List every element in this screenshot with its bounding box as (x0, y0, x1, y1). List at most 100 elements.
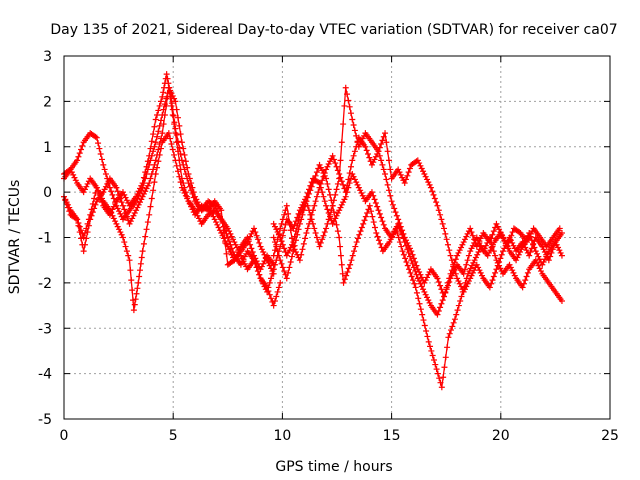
point-track-d-19-1 (186, 200, 193, 207)
point-track-h-13-3 (359, 135, 366, 142)
point-track-g-30-1 (466, 268, 473, 275)
point-track-e-22-0 (414, 275, 421, 282)
point-track-b-11-4 (138, 187, 145, 194)
point-track-g-12-4 (352, 243, 359, 250)
point-track-g-18-3 (390, 230, 397, 237)
point-track-f-33-2 (489, 277, 496, 284)
point-track-d-14-3 (156, 141, 163, 148)
point-track-f-34-0 (493, 266, 500, 273)
point-track-d-12-4 (144, 182, 151, 189)
point-track-g-33-1 (486, 249, 493, 256)
point-track-f-35-0 (499, 248, 506, 255)
point-track-f-11-2 (345, 176, 352, 183)
point-track-a-14-2 (155, 107, 162, 114)
point-track-f-5-1 (304, 225, 311, 232)
point-track-c-11-1 (131, 301, 138, 308)
point-track-h-8-0 (323, 225, 330, 232)
point-track-e-36-2 (509, 267, 516, 274)
point-track-g-29-0 (458, 293, 465, 300)
point-track-h-20-1 (403, 237, 410, 244)
point-track-h-39-3 (530, 240, 537, 247)
point-track-c-14-3 (150, 187, 157, 194)
chart-title: Day 135 of 2021, Sidereal Day-to-day VTE… (50, 22, 617, 38)
point-track-f-27-1 (448, 257, 455, 264)
point-track-h-22-2 (417, 271, 424, 278)
point-track-a-9-4 (125, 200, 132, 207)
point-track-d-10-3 (130, 212, 137, 219)
point-track-g-15-4 (372, 224, 379, 231)
series-track-c (61, 130, 277, 314)
point-track-g-37-4 (516, 229, 523, 236)
point-track-g-29-1 (459, 288, 466, 295)
series-track-b (61, 84, 284, 309)
point-track-f-39-0 (526, 252, 533, 259)
point-track-c-13-1 (140, 240, 147, 247)
point-track-e-25-1 (435, 308, 442, 315)
point-track-e-22-2 (417, 280, 424, 287)
point-track-d-11-2 (135, 201, 142, 208)
point-track-h-5-1 (304, 202, 311, 209)
point-track-f-34-3 (497, 255, 504, 262)
point-track-g-28-0 (451, 316, 458, 323)
point-track-g-6-4 (315, 165, 322, 172)
point-track-g-30-3 (468, 262, 475, 269)
point-track-g-1-0 (277, 257, 284, 264)
point-track-e-13-3 (359, 192, 366, 199)
point-track-g-19-3 (396, 239, 403, 246)
point-track-f-8-4 (328, 155, 335, 162)
point-track-e-32-2 (482, 242, 489, 249)
point-track-f-16-3 (379, 137, 386, 144)
point-track-f-22-2 (417, 162, 424, 169)
point-track-b-12-4 (144, 166, 151, 173)
point-track-d-8-4 (118, 199, 125, 206)
point-track-h-17-2 (384, 181, 391, 188)
point-track-g-11-2 (343, 272, 350, 279)
point-track-f-28-2 (456, 280, 463, 287)
point-track-h-31-0 (473, 243, 480, 250)
point-track-g-30-4 (470, 259, 477, 266)
point-track-g-14-2 (362, 213, 369, 220)
point-track-c-30-4 (256, 271, 263, 278)
point-track-h-20-3 (405, 242, 412, 249)
point-track-c-7-0 (106, 207, 113, 214)
point-track-h-0-0 (270, 220, 277, 227)
point-track-g-19-0 (392, 225, 399, 232)
point-track-f-30-3 (471, 267, 478, 274)
point-track-d-29-3 (254, 236, 261, 243)
point-track-g-28-2 (454, 307, 461, 314)
point-track-g-15-3 (370, 219, 377, 226)
point-track-g-5-2 (306, 190, 313, 197)
point-track-g-2-0 (283, 275, 290, 282)
point-track-c-27-2 (233, 244, 240, 251)
point-track-c-26-2 (227, 230, 234, 237)
point-track-f-8-0 (323, 166, 330, 173)
point-track-a-29-3 (248, 245, 255, 252)
point-track-a-3-2 (83, 183, 90, 190)
point-track-h-9-0 (329, 202, 336, 209)
point-track-h-34-3 (497, 229, 504, 236)
point-track-g-14-0 (360, 220, 367, 227)
point-track-b-2-1 (75, 153, 82, 160)
point-track-a-24-0 (211, 216, 218, 223)
point-track-h-19-4 (400, 230, 407, 237)
point-track-c-31-0 (257, 275, 264, 282)
point-track-g-20-0 (399, 248, 406, 255)
point-track-f-42-0 (545, 257, 552, 264)
point-track-g-31-4 (476, 246, 483, 253)
point-track-g-29-2 (461, 284, 468, 291)
point-track-h-19-1 (396, 219, 403, 226)
point-track-g-24-2 (428, 347, 435, 354)
point-track-h-38-3 (523, 235, 530, 242)
point-track-g-5-1 (304, 194, 311, 201)
point-track-b-14-0 (152, 139, 159, 146)
point-track-g-0-1 (271, 239, 278, 246)
point-track-h-6-1 (311, 225, 318, 232)
point-track-d-24-3 (222, 239, 229, 246)
point-track-f-20-0 (401, 180, 408, 187)
point-track-f-6-1 (311, 202, 318, 209)
point-track-g-8-1 (324, 180, 331, 187)
point-track-h-6-4 (315, 239, 322, 246)
point-track-h-33-3 (490, 228, 497, 235)
point-track-f-6-4 (315, 189, 322, 196)
point-track-d-19-0 (185, 198, 192, 205)
